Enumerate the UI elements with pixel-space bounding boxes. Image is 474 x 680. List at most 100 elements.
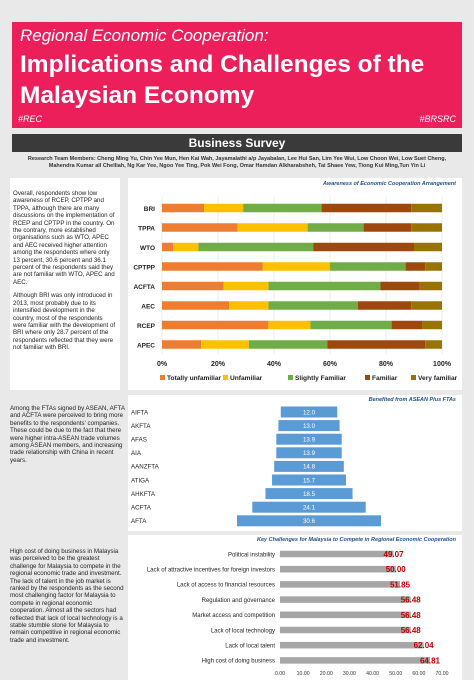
funnel-bar — [274, 460, 344, 472]
hashtag-brsrc: #BRSRC — [419, 114, 456, 124]
bar-segment — [162, 203, 204, 213]
category-label: RCEP — [137, 323, 156, 330]
funnel-bar — [278, 420, 340, 432]
category-label: Lack of local talent — [225, 644, 275, 650]
legend-label: Very familiar — [418, 375, 458, 382]
bar-segment — [229, 301, 269, 310]
x-tick-label: 80% — [379, 361, 394, 368]
bar-segment — [313, 242, 414, 252]
bar — [280, 641, 424, 649]
bar-segment — [327, 340, 426, 349]
bar-segment — [380, 281, 420, 291]
bar-segment — [162, 340, 202, 349]
category-label: AKFTA — [131, 423, 151, 430]
bar-segment — [248, 340, 328, 349]
x-tick-label: 40% — [267, 361, 282, 368]
bar-segment — [162, 281, 224, 291]
bar-segment — [173, 242, 199, 252]
awareness-paragraph-1: Overall, respondents show low awareness … — [13, 190, 115, 286]
awareness-text-panel: Overall, respondents show low awareness … — [10, 178, 120, 390]
bar-segment — [411, 223, 442, 232]
funnel-bar — [237, 515, 381, 527]
category-label: WTO — [140, 245, 155, 252]
bar — [280, 611, 411, 619]
category-label: BRI — [144, 206, 155, 213]
value-label: 56.48 — [401, 596, 422, 605]
x-tick-label: 40.00 — [366, 671, 379, 677]
category-label: ATIGA — [131, 477, 150, 484]
bar — [280, 657, 430, 664]
bar — [280, 550, 394, 558]
bar-segment — [422, 320, 442, 330]
bar — [280, 581, 400, 588]
awareness-chart-panel: Awareness of Economic Cooperation Arrang… — [128, 178, 462, 390]
bar-segment — [198, 242, 314, 252]
bar-segment — [237, 223, 308, 232]
bar-segment — [162, 262, 263, 271]
bar-segment — [201, 340, 249, 349]
bar-segment — [268, 301, 358, 310]
bar — [280, 626, 411, 634]
value-label: 30.6 — [303, 518, 316, 525]
category-label: Regulation and governance — [202, 598, 276, 604]
x-tick-label: 60% — [323, 361, 338, 368]
category-label: ACFTA — [133, 284, 155, 291]
bar-segment — [411, 203, 442, 213]
bar-segment — [162, 242, 174, 252]
category-label: ACFTA — [131, 505, 152, 512]
x-tick-label: 20.00 — [320, 671, 333, 677]
x-tick-label: 100% — [433, 361, 452, 368]
bar-segment — [419, 281, 442, 291]
bar-segment — [268, 281, 381, 291]
value-label: 50.00 — [386, 565, 407, 574]
category-label: Market access and competition — [192, 613, 275, 619]
research-team: Research Team Members: Cheng Ming Yu, Ch… — [27, 156, 447, 169]
x-tick-label: 20% — [211, 361, 226, 368]
value-label: 15.7 — [303, 477, 316, 484]
x-tick-label: 70.00 — [436, 671, 449, 677]
bar-segment — [425, 262, 442, 271]
benefits-chart: Benefited from ASEAN Plus FTAs 12.0 AIFTA… — [131, 397, 456, 527]
value-label: 24.1 — [303, 505, 316, 512]
challenges-chart: Key Challenges for Malaysia to Compete i… — [147, 537, 457, 677]
value-label: 12.0 — [303, 409, 316, 416]
bar-segment — [162, 301, 230, 310]
bar-segment — [310, 320, 392, 330]
legend-label: Slightly Familiar — [295, 375, 346, 382]
section-title: Business Survey — [12, 134, 462, 152]
bar-segment — [405, 262, 426, 271]
legend-label: Unfamiliar — [230, 375, 263, 382]
bar-segment — [262, 262, 330, 271]
category-label: AIA — [131, 450, 142, 457]
category-label: High cost of doing business — [202, 659, 275, 665]
bar-segment — [363, 223, 412, 232]
value-label: 56.48 — [401, 626, 422, 635]
bar-segment — [162, 223, 238, 232]
legend-label: Familiar — [372, 375, 398, 382]
bar-segment — [321, 203, 412, 213]
bar-segment — [425, 340, 442, 349]
challenges-paragraph: High cost of doing business in Malaysia … — [10, 548, 124, 644]
bar — [280, 596, 411, 603]
bar-segment — [162, 320, 269, 330]
value-label: 13.9 — [303, 437, 316, 444]
category-label: Political instability — [228, 552, 275, 558]
bar-segment — [223, 281, 269, 291]
legend-swatch — [365, 375, 370, 380]
funnel-bar — [272, 474, 346, 486]
category-label: AFTA — [131, 518, 147, 525]
bar-segment — [358, 301, 412, 310]
bar — [280, 565, 396, 573]
value-label: 56.48 — [401, 611, 422, 620]
legend-swatch — [160, 375, 165, 380]
x-tick-label: 0.00 — [275, 671, 285, 677]
bar-segment — [414, 242, 442, 252]
legend-swatch — [223, 375, 228, 380]
benefits-chart-title: Benefited from ASEAN Plus FTAs — [369, 397, 456, 403]
category-label: CPTPP — [133, 265, 155, 272]
funnel-bar — [280, 406, 338, 418]
value-label: 62.04 — [414, 641, 435, 650]
category-label: TPPA — [138, 226, 155, 233]
legend-label: Totally unfamiliar — [167, 375, 222, 382]
value-label: 51.85 — [390, 580, 411, 589]
